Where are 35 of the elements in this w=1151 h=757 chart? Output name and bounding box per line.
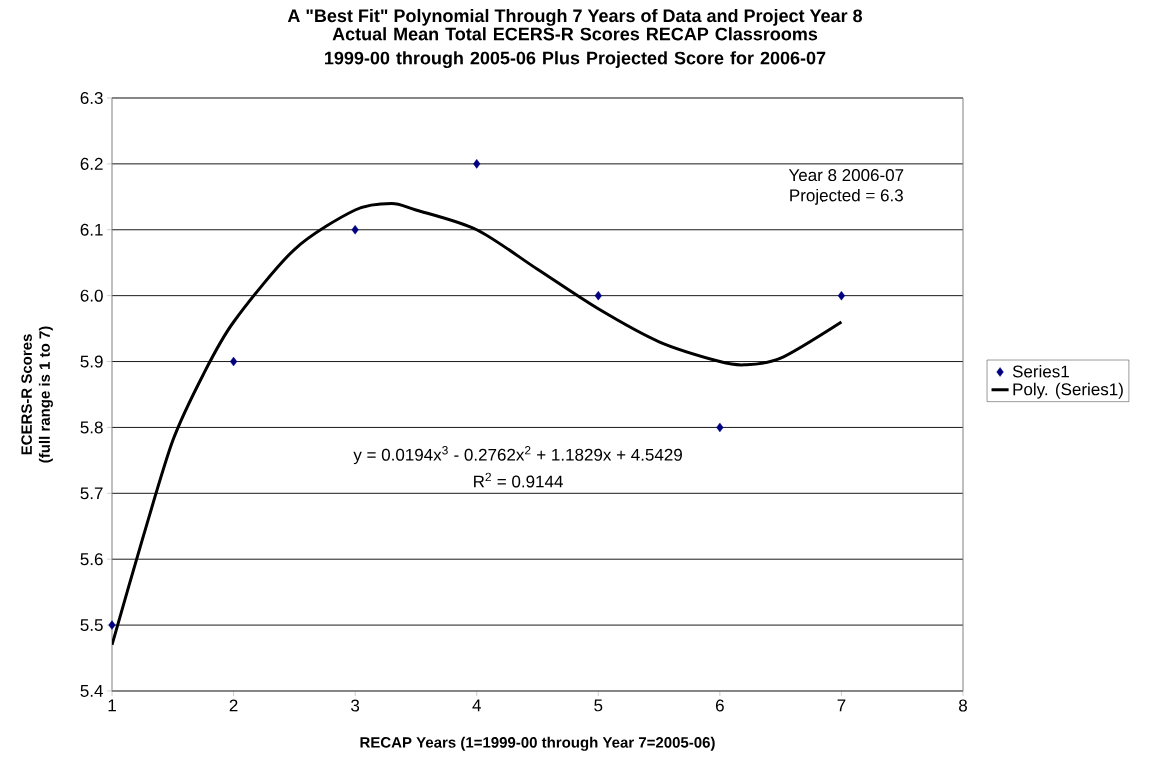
annotation: Year 8 2006-07 [788,169,904,182]
point [351,225,359,235]
point [473,159,481,169]
y-tick-label: 6.3 [80,91,103,105]
legend-label: Poly. (Series1) [1013,382,1123,399]
point [716,422,724,433]
annotation: y = 0.0194x$^{3}$ - 0.2762x$^{2}$ + 1.1829x + 4.5429 [353,446,682,465]
chart-title: A "Best Fit" Polynomial Through 7 Years of Data and Project Year 8 [287,8,863,26]
y-tick-label: 6.0 [80,289,103,302]
point [837,290,846,301]
x-tick-label: 4 [472,699,481,712]
annotation: Projected = 6.3 [790,188,903,205]
x-axis-title: RECAP Years (1=1999-00 through Year 7=2005-06) [360,736,715,751]
y-axis-title: ECERS-R Scores (full range is 1 to 7) [21,326,53,463]
x-tick-label: 8 [959,699,967,712]
point [108,620,116,630]
y-tick-label: 5.6 [80,553,103,566]
point [230,356,238,367]
x-tick-label: 3 [351,699,360,712]
y-tick-label: 6.2 [80,157,103,170]
y-tick-label: 5.4 [80,685,103,697]
x-tick-label: 7 [837,699,846,712]
x-tick-label: 5 [594,699,603,712]
y-tick-label: 5.8 [80,421,103,434]
y-tick-label: 5.7 [80,487,103,500]
point [594,290,602,301]
x-tick-label: 6 [716,699,724,712]
annotation: R$^{2}$ = 0.9144 [474,472,563,488]
x-tick-label: 1 [108,699,116,712]
x-tick-label: 2 [229,699,238,712]
y-tick-label: 6.1 [80,223,103,236]
legend-label: Series1 [1012,365,1069,378]
y-tick-label: 5.5 [80,619,103,632]
y-tick-label: 5.9 [80,355,103,368]
chart-subtitle: Actual Mean Total ECERS-R Scores RECAP Classrooms 1999-00 through 2005-06 Plus Projected Score for 2006-07 [325,27,826,69]
